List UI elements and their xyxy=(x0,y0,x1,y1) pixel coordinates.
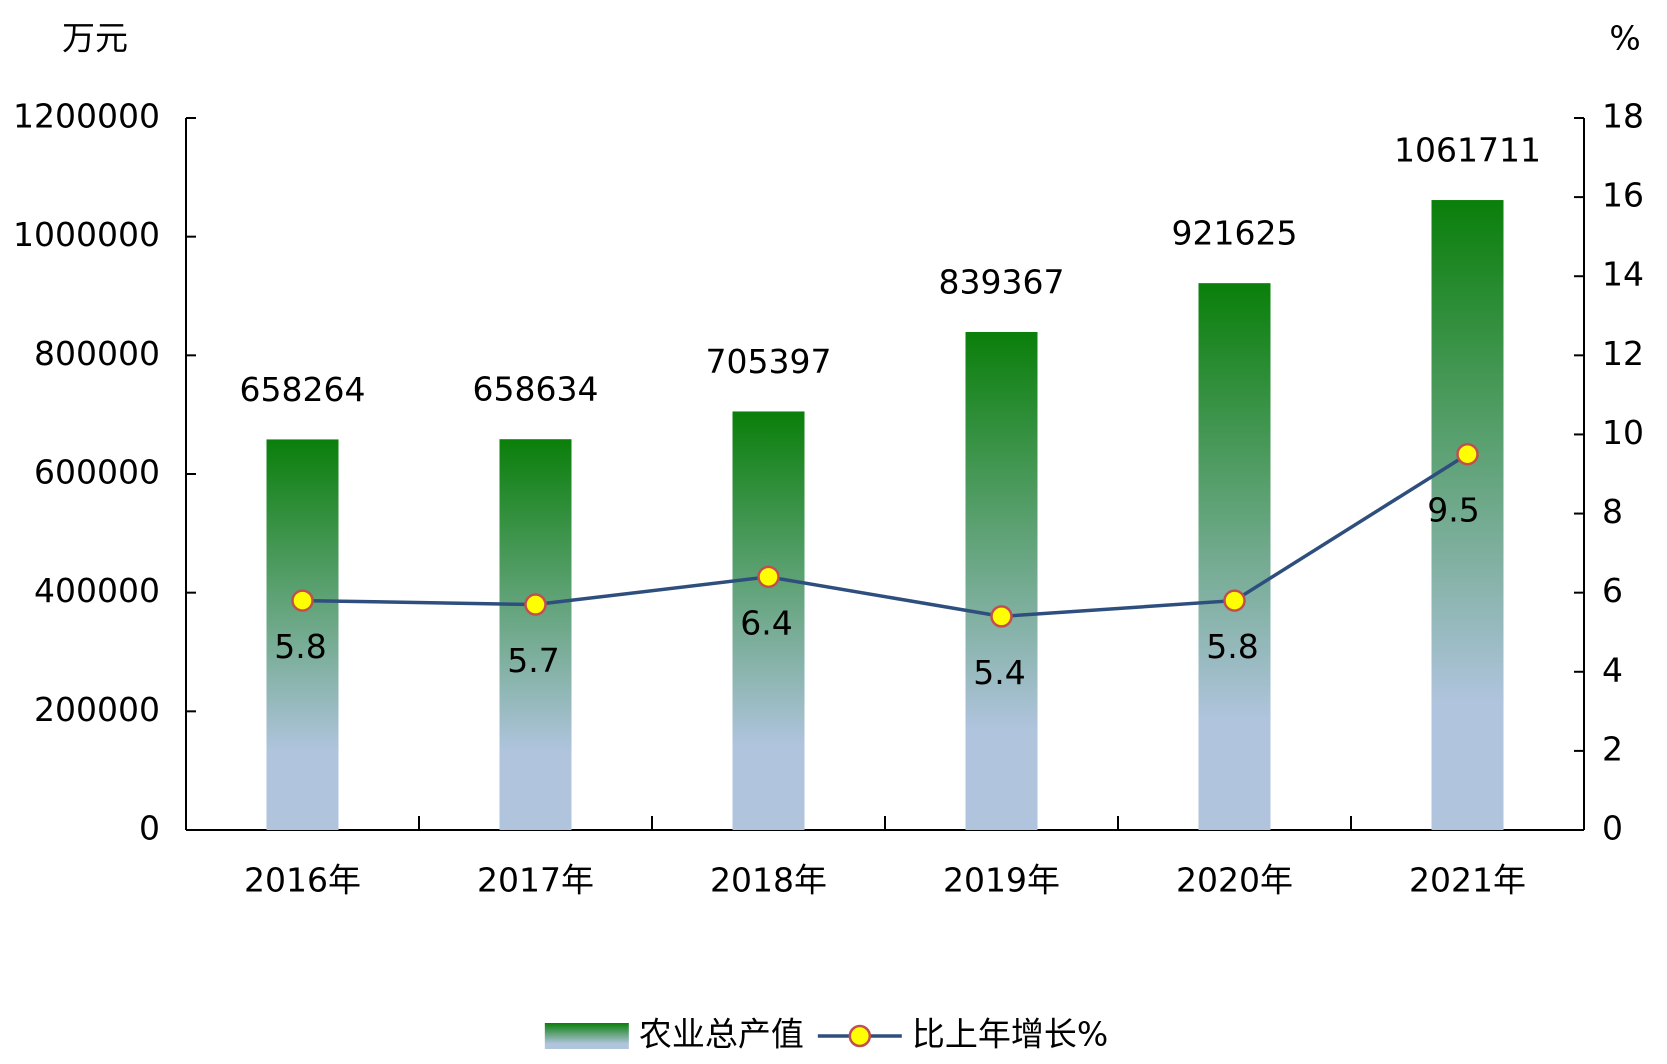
y2-tick-label: 16 xyxy=(1602,176,1644,215)
legend-swatch xyxy=(544,1023,629,1049)
x-tick-label: 2020年 xyxy=(1176,861,1293,900)
x-tick-label: 2021年 xyxy=(1409,861,1526,900)
y2-tick-label: 12 xyxy=(1602,334,1644,373)
bar-value-label: 921625 xyxy=(1172,214,1298,253)
y2-tick-label: 10 xyxy=(1602,413,1644,452)
y2-axis-title: % xyxy=(1609,19,1640,58)
line-value-label: 9.5 xyxy=(1427,491,1479,530)
legend: 农业总产值 比上年增长% xyxy=(544,1015,1108,1054)
y2-tick-label: 8 xyxy=(1602,492,1623,531)
line-marker xyxy=(524,593,547,616)
line-value-label: 5.7 xyxy=(507,641,559,680)
x-tick-label: 2016年 xyxy=(244,861,361,900)
line-value-label: 5.4 xyxy=(973,653,1025,692)
y2-tick-label: 14 xyxy=(1602,255,1644,294)
y-tick-label: 0 xyxy=(139,809,160,848)
bar xyxy=(732,411,805,830)
bar-value-label: 839367 xyxy=(939,262,1065,301)
x-tick-label: 2017年 xyxy=(477,861,594,900)
bar-value-label: 658634 xyxy=(473,370,599,409)
y-tick-label: 400000 xyxy=(34,571,160,610)
y2-tick-label: 2 xyxy=(1602,729,1623,768)
y-tick-label: 200000 xyxy=(34,690,160,729)
bar xyxy=(965,331,1038,830)
legend-marker xyxy=(848,1024,872,1048)
bar-value-label: 1061711 xyxy=(1394,131,1541,170)
line-marker xyxy=(1223,589,1246,612)
line-marker xyxy=(990,605,1013,628)
line-value-label: 5.8 xyxy=(274,627,326,666)
y2-tick-label: 0 xyxy=(1602,809,1623,848)
line-marker xyxy=(291,589,314,612)
bar xyxy=(499,439,572,830)
line-value-label: 5.8 xyxy=(1206,627,1258,666)
y-tick-label: 1200000 xyxy=(13,97,160,136)
y-axis-title: 万元 xyxy=(62,19,128,58)
y-tick-label: 800000 xyxy=(34,334,160,373)
line xyxy=(302,452,1469,619)
bar-value-label: 658264 xyxy=(240,370,366,409)
line-marker xyxy=(757,565,780,589)
bar xyxy=(266,439,339,830)
line-value-label: 6.4 xyxy=(740,603,792,642)
y-tick-label: 1000000 xyxy=(13,215,160,254)
legend-label: 比上年增长% xyxy=(912,1015,1108,1054)
bar xyxy=(1198,283,1271,830)
line-marker xyxy=(1456,442,1479,466)
bar xyxy=(1431,200,1504,831)
bar-value-label: 705397 xyxy=(706,342,832,381)
y2-tick-label: 4 xyxy=(1602,650,1623,689)
x-tick-label: 2019年 xyxy=(943,861,1060,900)
x-tick-label: 2018年 xyxy=(710,861,827,900)
y2-tick-label: 6 xyxy=(1602,571,1623,610)
y-tick-label: 600000 xyxy=(34,453,160,492)
y2-tick-label: 18 xyxy=(1602,97,1644,136)
legend-label: 农业总产值 xyxy=(639,1015,804,1054)
